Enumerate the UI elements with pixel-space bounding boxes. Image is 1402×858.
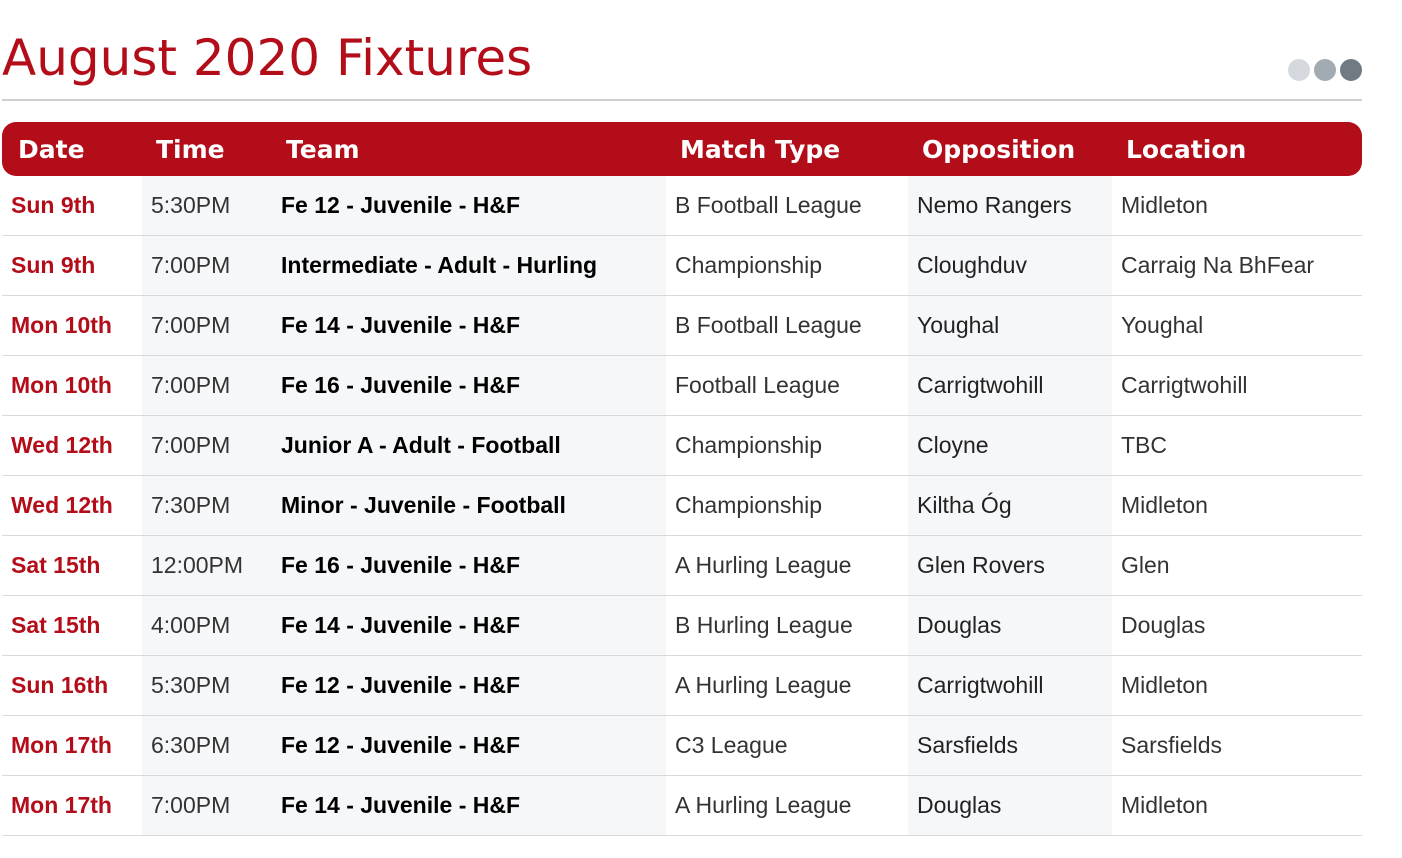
date-cell: Sun 16th bbox=[2, 655, 142, 716]
column-header-location: Location bbox=[1112, 122, 1362, 176]
header-row: Date Time Team Match Type Opposition Loc… bbox=[2, 122, 1362, 176]
date-cell: Mon 10th bbox=[2, 295, 142, 356]
team-cell: Fe 16 - Juvenile - H&F bbox=[272, 355, 666, 416]
table-body: Sun 9th 5:30PM Fe 12 - Juvenile - H&F B Foo… bbox=[2, 176, 1362, 836]
location-cell: Midleton bbox=[1112, 655, 1362, 716]
match-type-cell: A Hurling League bbox=[666, 535, 908, 596]
match-type-cell: A Hurling League bbox=[666, 775, 908, 836]
match-type-cell: Championship bbox=[666, 475, 908, 536]
time-cell: 4:00PM bbox=[142, 595, 272, 656]
table-row: Mon 17th 6:30PM Fe 12 - Juvenile - H&F C3 L… bbox=[2, 715, 1362, 776]
date-cell: Sat 15th bbox=[2, 535, 142, 596]
match-type-cell: B Football League bbox=[666, 295, 908, 356]
opposition-cell: Kiltha Óg bbox=[908, 475, 1112, 536]
column-header-match-type: Match Type bbox=[666, 122, 908, 176]
pager-dot-3[interactable] bbox=[1340, 59, 1362, 81]
time-cell: 7:00PM bbox=[142, 355, 272, 416]
match-type-cell: Championship bbox=[666, 415, 908, 476]
table-row: Mon 17th 7:00PM Fe 14 - Juvenile - H&F A Hu… bbox=[2, 775, 1362, 836]
location-cell: Carraig Na BhFear bbox=[1112, 235, 1362, 296]
match-type-cell: A Hurling League bbox=[666, 655, 908, 716]
table-row: Sat 15th 12:00PM Fe 16 - Juvenile - H&F A H… bbox=[2, 535, 1362, 596]
time-cell: 7:00PM bbox=[142, 235, 272, 296]
column-header-opposition: Opposition bbox=[908, 122, 1112, 176]
table-header: Date Time Team Match Type Opposition Loc… bbox=[2, 122, 1362, 176]
opposition-cell: Glen Rovers bbox=[908, 535, 1112, 596]
date-cell: Mon 10th bbox=[2, 355, 142, 416]
opposition-cell: Douglas bbox=[908, 775, 1112, 836]
page-header: August 2020 Fixtures bbox=[2, 0, 1362, 101]
date-cell: Wed 12th bbox=[2, 475, 142, 536]
column-header-date: Date bbox=[2, 122, 142, 176]
date-cell: Wed 12th bbox=[2, 415, 142, 476]
time-cell: 7:00PM bbox=[142, 775, 272, 836]
date-cell: Sun 9th bbox=[2, 176, 142, 236]
location-cell: Midleton bbox=[1112, 176, 1362, 236]
location-cell: Youghal bbox=[1112, 295, 1362, 356]
pager-dots bbox=[1288, 59, 1362, 81]
team-cell: Fe 14 - Juvenile - H&F bbox=[272, 295, 666, 356]
match-type-cell: B Football League bbox=[666, 176, 908, 236]
fixtures-table: Date Time Team Match Type Opposition Loc… bbox=[2, 122, 1362, 836]
pager-dot-1[interactable] bbox=[1288, 59, 1310, 81]
team-cell: Fe 16 - Juvenile - H&F bbox=[272, 535, 666, 596]
time-cell: 5:30PM bbox=[142, 655, 272, 716]
date-cell: Sun 9th bbox=[2, 235, 142, 296]
team-cell: Minor - Juvenile - Football bbox=[272, 475, 666, 536]
team-cell: Intermediate - Adult - Hurling bbox=[272, 235, 666, 296]
date-cell: Mon 17th bbox=[2, 775, 142, 836]
location-cell: Glen bbox=[1112, 535, 1362, 596]
table-row: Sat 15th 4:00PM Fe 14 - Juvenile - H&F B Hu… bbox=[2, 595, 1362, 656]
location-cell: Midleton bbox=[1112, 475, 1362, 536]
time-cell: 7:00PM bbox=[142, 415, 272, 476]
opposition-cell: Youghal bbox=[908, 295, 1112, 356]
table-row: Mon 10th 7:00PM Fe 14 - Juvenile - H&F B Fo… bbox=[2, 295, 1362, 356]
time-cell: 7:00PM bbox=[142, 295, 272, 356]
location-cell: TBC bbox=[1112, 415, 1362, 476]
opposition-cell: Sarsfields bbox=[908, 715, 1112, 776]
date-cell: Sat 15th bbox=[2, 595, 142, 656]
opposition-cell: Cloughduv bbox=[908, 235, 1112, 296]
opposition-cell: Carrigtwohill bbox=[908, 655, 1112, 716]
table-row: Wed 12th 7:30PM Minor - Juvenile - Footbal… bbox=[2, 475, 1362, 536]
table-row: Sun 16th 5:30PM Fe 12 - Juvenile - H&F A Hu… bbox=[2, 655, 1362, 716]
opposition-cell: Cloyne bbox=[908, 415, 1112, 476]
match-type-cell: C3 League bbox=[666, 715, 908, 776]
column-header-team: Team bbox=[272, 122, 666, 176]
team-cell: Fe 14 - Juvenile - H&F bbox=[272, 775, 666, 836]
match-type-cell: Football League bbox=[666, 355, 908, 416]
opposition-cell: Carrigtwohill bbox=[908, 355, 1112, 416]
table-row: Wed 12th 7:00PM Junior A - Adult - Footbal… bbox=[2, 415, 1362, 476]
match-type-cell: Championship bbox=[666, 235, 908, 296]
time-cell: 7:30PM bbox=[142, 475, 272, 536]
opposition-cell: Douglas bbox=[908, 595, 1112, 656]
team-cell: Fe 12 - Juvenile - H&F bbox=[272, 655, 666, 716]
table-row: Mon 10th 7:00PM Fe 16 - Juvenile - H&F Foot… bbox=[2, 355, 1362, 416]
column-header-time: Time bbox=[142, 122, 272, 176]
location-cell: Midleton bbox=[1112, 775, 1362, 836]
table-row: Sun 9th 7:00PM Intermediate - Adult - Hurl… bbox=[2, 235, 1362, 296]
match-type-cell: B Hurling League bbox=[666, 595, 908, 656]
date-cell: Mon 17th bbox=[2, 715, 142, 776]
time-cell: 5:30PM bbox=[142, 176, 272, 236]
time-cell: 6:30PM bbox=[142, 715, 272, 776]
pager-dot-2[interactable] bbox=[1314, 59, 1336, 81]
team-cell: Junior A - Adult - Football bbox=[272, 415, 666, 476]
team-cell: Fe 14 - Juvenile - H&F bbox=[272, 595, 666, 656]
location-cell: Carrigtwohill bbox=[1112, 355, 1362, 416]
opposition-cell: Nemo Rangers bbox=[908, 176, 1112, 236]
time-cell: 12:00PM bbox=[142, 535, 272, 596]
location-cell: Douglas bbox=[1112, 595, 1362, 656]
team-cell: Fe 12 - Juvenile - H&F bbox=[272, 715, 666, 776]
location-cell: Sarsfields bbox=[1112, 715, 1362, 776]
team-cell: Fe 12 - Juvenile - H&F bbox=[272, 176, 666, 236]
table-row: Sun 9th 5:30PM Fe 12 - Juvenile - H&F B Foo… bbox=[2, 176, 1362, 236]
page-title: August 2020 Fixtures bbox=[2, 29, 533, 87]
